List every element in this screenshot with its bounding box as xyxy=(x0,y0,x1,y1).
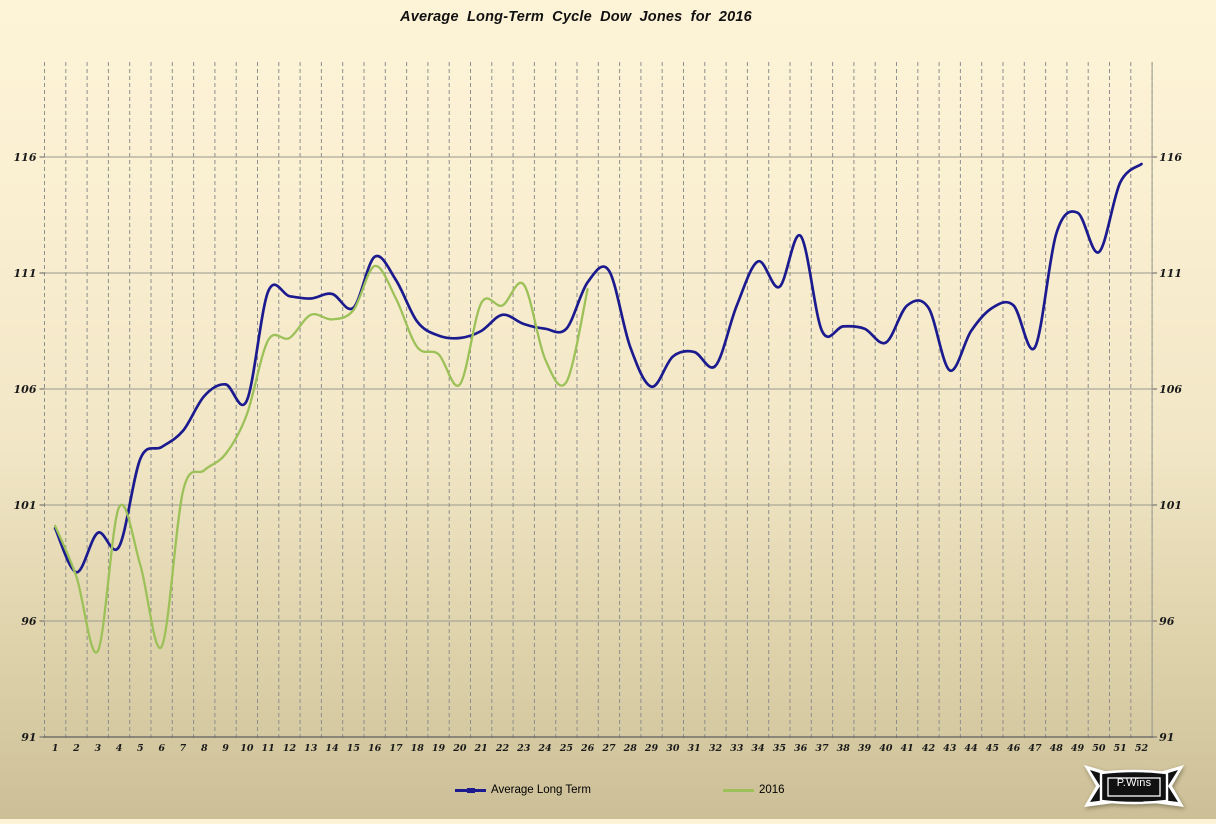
y-tick-label-right: 116 xyxy=(1159,151,1182,164)
x-tick-label: 14 xyxy=(325,743,338,754)
x-tick-label: 35 xyxy=(773,743,787,754)
green-line-icon xyxy=(723,788,754,792)
legend-label: Average Long Term xyxy=(491,784,591,796)
x-tick-label: 30 xyxy=(666,743,680,754)
x-tick-label: 24 xyxy=(537,743,551,754)
x-tick-label: 28 xyxy=(623,743,638,754)
x-tick-label: 25 xyxy=(559,743,574,754)
x-tick-label: 52 xyxy=(1135,743,1149,754)
x-tick-label: 27 xyxy=(601,743,616,754)
pwins-ribbon-logo: P.Wins xyxy=(1084,761,1184,813)
y-tick-label-left: 101 xyxy=(14,499,37,512)
x-tick-label: 44 xyxy=(964,743,977,754)
legend-item-average-long-term: Average Long Term xyxy=(455,781,591,799)
x-tick-label: 45 xyxy=(986,743,1000,754)
x-tick-label: 36 xyxy=(794,743,808,754)
x-tick-label: 11 xyxy=(262,743,275,754)
x-tick-label: 31 xyxy=(688,743,701,754)
x-tick-label: 8 xyxy=(201,743,208,754)
legend-label: 2016 xyxy=(759,784,785,796)
x-tick-label: 13 xyxy=(304,743,318,754)
x-tick-label: 21 xyxy=(474,743,488,754)
x-tick-label: 1 xyxy=(52,743,59,754)
x-tick-label: 43 xyxy=(943,743,957,754)
x-tick-label: 29 xyxy=(644,743,659,754)
x-tick-label: 23 xyxy=(516,743,531,754)
x-tick-label: 32 xyxy=(709,743,723,754)
y-tick-label-left: 96 xyxy=(21,615,37,628)
x-tick-label: 40 xyxy=(879,743,893,754)
x-tick-label: 12 xyxy=(283,743,297,754)
legend-item-2016: 2016 xyxy=(723,781,785,799)
x-tick-label: 17 xyxy=(389,743,403,754)
x-tick-label: 49 xyxy=(1071,743,1085,754)
y-tick-label-right: 91 xyxy=(1159,731,1174,744)
x-tick-label: 2 xyxy=(72,743,80,754)
x-tick-label: 48 xyxy=(1050,743,1064,754)
x-tick-label: 16 xyxy=(368,743,382,754)
y-tick-label-right: 106 xyxy=(1159,383,1182,396)
x-tick-label: 37 xyxy=(815,743,829,754)
y-tick-label-right: 101 xyxy=(1159,499,1182,512)
x-tick-label: 7 xyxy=(180,743,187,754)
x-tick-label: 19 xyxy=(432,743,446,754)
x-tick-label: 33 xyxy=(730,743,744,754)
series-line-average-long-term xyxy=(53,162,1143,574)
x-tick-label: 42 xyxy=(922,743,936,754)
x-tick-label: 10 xyxy=(240,743,254,754)
x-tick-label: 4 xyxy=(116,743,123,754)
y-tick-label-right: 96 xyxy=(1159,615,1175,628)
x-tick-label: 22 xyxy=(495,743,510,754)
x-tick-label: 18 xyxy=(411,743,425,754)
x-tick-label: 20 xyxy=(452,743,467,754)
series-line-2016 xyxy=(53,264,589,654)
x-tick-label: 47 xyxy=(1028,743,1042,754)
chart-legend: Average Long Term 2016 xyxy=(0,781,1080,801)
x-tick-label: 38 xyxy=(837,743,851,754)
y-tick-label-right: 111 xyxy=(1159,267,1182,280)
x-tick-label: 5 xyxy=(137,743,144,754)
navy-line-with-marker-icon xyxy=(455,787,486,793)
x-tick-label: 34 xyxy=(751,743,764,754)
x-tick-label: 46 xyxy=(1007,743,1021,754)
x-tick-label: 3 xyxy=(94,743,101,754)
y-tick-label-left: 106 xyxy=(14,383,37,396)
x-tick-label: 41 xyxy=(901,743,914,754)
x-tick-label: 9 xyxy=(222,743,229,754)
chart-title: Average Long-Term Cycle Dow Jones for 20… xyxy=(400,9,752,25)
x-tick-label: 50 xyxy=(1092,743,1106,754)
x-tick-label: 26 xyxy=(580,743,595,754)
logo-text: P.Wins xyxy=(1116,777,1152,789)
y-tick-label-left: 111 xyxy=(14,267,37,280)
x-tick-label: 6 xyxy=(158,743,165,754)
y-tick-label-left: 116 xyxy=(14,151,37,164)
x-tick-label: 51 xyxy=(1114,743,1127,754)
ribbon-banner-icon xyxy=(1084,765,1184,807)
y-tick-label-left: 91 xyxy=(21,731,36,744)
x-tick-label: 39 xyxy=(858,743,872,754)
x-tick-label: 15 xyxy=(347,743,361,754)
